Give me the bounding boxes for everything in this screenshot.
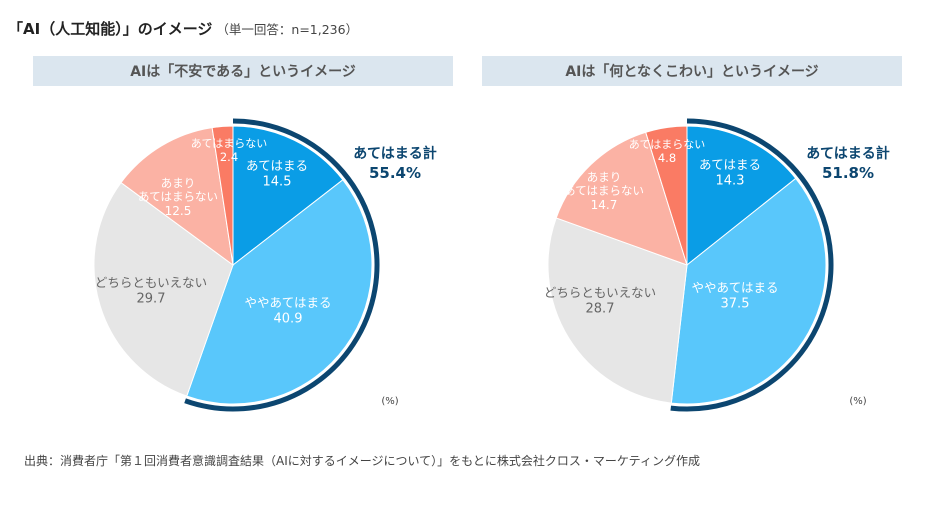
slice-value: 37.5 xyxy=(721,297,750,312)
pie-slice xyxy=(186,179,373,405)
slice-label: あてはまらない xyxy=(191,137,268,150)
slice-label: あまり xyxy=(161,176,196,190)
slice-label: ややあてはまる xyxy=(244,295,331,310)
pie-slice xyxy=(645,125,688,266)
total-label: あてはまる計 xyxy=(353,145,436,162)
pie-chart-scary: あてはまる14.3ややあてはまる37.5どちらともいえない28.7あまりあてはま… xyxy=(544,118,890,412)
pie-slice xyxy=(120,127,234,267)
pie-slice xyxy=(232,125,344,267)
total-value: 51.8% xyxy=(822,164,874,182)
slice-value: 28.7 xyxy=(586,302,615,317)
slice-label: あてはまらない xyxy=(564,184,644,198)
right-chart-header: AIは「何となくこわい」というイメージ xyxy=(482,56,902,86)
slice-label: あてはまらない xyxy=(138,190,218,204)
total-value: 55.4% xyxy=(369,164,421,182)
pie-chart-anxiety: あてはまる14.5ややあてはまる40.9どちらともいえない29.7あまりあてはま… xyxy=(93,118,437,412)
total-arc xyxy=(670,118,834,412)
pie-slice xyxy=(670,177,827,405)
slice-label: どちらともいえない xyxy=(544,285,656,300)
slice-value: 14.5 xyxy=(263,175,292,190)
slice-label: あてはまる xyxy=(699,157,761,172)
slice-value: 12.5 xyxy=(165,204,192,218)
slice-value: 2.4 xyxy=(220,150,238,164)
slice-label: あてはまらない xyxy=(629,138,706,151)
slice-label: ややあてはまる xyxy=(691,280,778,295)
slice-label: あてはまる xyxy=(246,158,308,173)
pie-slice xyxy=(555,131,688,266)
title-sample-size: （単一回答：n=1,236） xyxy=(216,22,359,37)
slice-value: 4.8 xyxy=(658,151,676,165)
total-label: あてはまる計 xyxy=(806,145,889,162)
slice-value: 14.3 xyxy=(716,174,745,189)
slice-label: あまり xyxy=(587,170,622,184)
title-main: 「AI（人工知能）」のイメージ xyxy=(8,20,213,38)
slice-value: 29.7 xyxy=(137,292,166,307)
source-footnote: 出典：消費者庁「第１回消費者意識調査結果（AIに対するイメージについて）」をもと… xyxy=(24,454,700,468)
pie-slice xyxy=(211,125,234,266)
pie-slice xyxy=(93,181,234,397)
left-chart-header: AIは「不安である」というイメージ xyxy=(33,56,453,86)
total-arc xyxy=(184,118,380,412)
unit-label: (%) xyxy=(849,396,866,407)
page-title: 「AI（人工知能）」のイメージ （単一回答：n=1,236） xyxy=(8,18,358,39)
pie-slice xyxy=(547,217,688,404)
unit-label: (%) xyxy=(381,396,398,407)
slice-value: 14.7 xyxy=(591,198,618,212)
pie-slice xyxy=(686,125,797,267)
slice-value: 40.9 xyxy=(274,312,303,327)
slice-label: どちらともいえない xyxy=(95,275,207,290)
